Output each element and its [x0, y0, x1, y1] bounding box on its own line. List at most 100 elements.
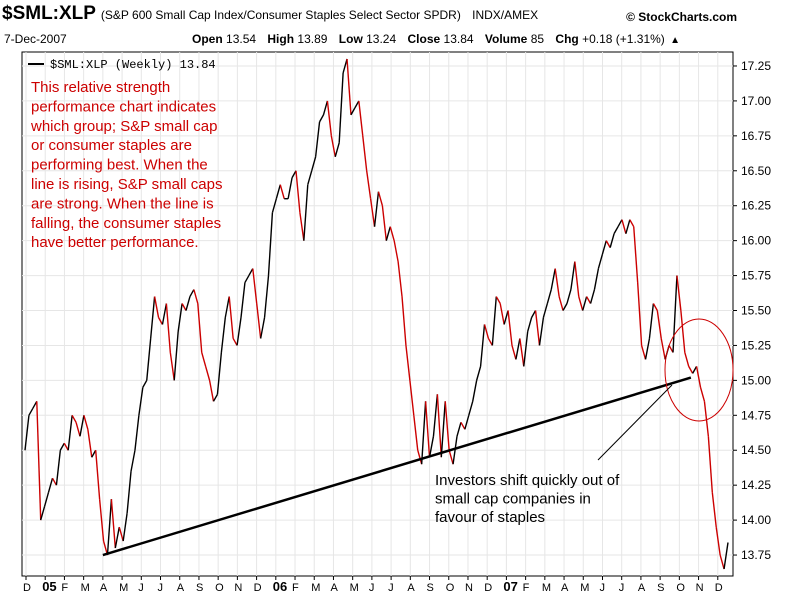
x-tick-label: J	[619, 582, 625, 594]
date-label: 7-Dec-2007	[4, 32, 67, 46]
series-segment	[636, 282, 643, 346]
series-segment	[295, 170, 301, 213]
series-segment	[232, 338, 238, 346]
annotation-callout-line: Investors shift quickly out of	[435, 472, 620, 489]
series-segment	[625, 219, 631, 234]
open-value: 13.54	[226, 32, 257, 46]
series-segment	[346, 58, 352, 115]
close-value: 13.84	[443, 32, 474, 46]
series-segment	[519, 338, 525, 367]
annotation-callout-line: small cap companies in	[435, 491, 591, 508]
volume-value: 85	[530, 32, 545, 46]
series-segment	[703, 401, 710, 437]
series-segment	[652, 303, 658, 311]
series-segment	[189, 289, 195, 297]
x-tick-label: N	[696, 582, 704, 594]
series-segment	[550, 268, 556, 290]
series-segment	[130, 450, 136, 472]
series-segment	[318, 114, 325, 123]
series-segment	[428, 436, 435, 458]
series-segment	[621, 219, 627, 234]
series-segment	[440, 401, 446, 458]
series-segment	[208, 380, 215, 402]
low-value: 13.24	[366, 32, 397, 46]
series-segment	[676, 275, 682, 311]
series-segment	[684, 352, 690, 367]
x-tick-label: D	[23, 582, 31, 594]
series-segment	[719, 554, 725, 570]
series-segment	[197, 303, 203, 353]
series-segment	[640, 345, 647, 360]
series-segment	[146, 338, 152, 381]
series-segment	[432, 394, 439, 437]
series-segment	[342, 58, 348, 74]
y-tick-label: 16.00	[741, 234, 771, 248]
series-segment	[554, 268, 560, 297]
series-segment	[570, 261, 576, 290]
series-segment	[153, 296, 160, 318]
y-tick-label: 14.25	[741, 478, 771, 492]
series-segment	[248, 268, 254, 276]
quote-bar: Open 13.54 High 13.89 Low 13.24 Close 13…	[192, 32, 680, 46]
series-segment	[326, 100, 333, 136]
series-segment	[173, 331, 179, 381]
annotation-note-line: falling, the consumer staples	[31, 215, 221, 232]
x-tick-label: J	[369, 582, 375, 594]
series-segment	[448, 450, 454, 465]
series-segment	[586, 296, 592, 304]
x-tick-label: A	[177, 582, 185, 594]
series-segment	[67, 415, 73, 451]
x-tick-label: F	[523, 582, 530, 594]
series-segment	[275, 184, 281, 199]
series-segment	[177, 303, 183, 332]
series-segment	[181, 303, 187, 311]
series-segment	[715, 526, 721, 556]
series-segment	[566, 289, 572, 304]
series-segment	[464, 415, 470, 430]
series-segment	[303, 184, 309, 241]
series-segment	[216, 352, 223, 395]
x-tick-label: J	[388, 582, 394, 594]
series-segment	[531, 310, 537, 318]
trendline	[102, 376, 692, 557]
x-tick-label: J	[138, 582, 144, 594]
series-segment	[322, 100, 329, 116]
series-segment	[358, 100, 364, 136]
series-segment	[660, 338, 666, 360]
series-segment	[157, 317, 164, 325]
series-segment	[59, 442, 65, 451]
source-label: © StockCharts.com	[626, 10, 737, 24]
series-segment	[259, 317, 266, 339]
series-segment	[424, 401, 431, 458]
series-segment	[63, 442, 69, 451]
series-segment	[542, 303, 549, 318]
x-tick-label: O	[446, 582, 455, 594]
series-segment	[436, 394, 443, 458]
series-segment	[629, 219, 635, 228]
annotation-note-line: This relative strength	[31, 79, 170, 96]
series-segment	[723, 542, 729, 570]
low-label: Low	[338, 32, 363, 46]
series-segment	[83, 415, 89, 430]
x-tick-label: A	[638, 582, 646, 594]
x-tick-label: M	[580, 582, 589, 594]
y-tick-label: 16.50	[741, 164, 771, 178]
series-segment	[413, 415, 419, 451]
legend-label: $SML:XLP (Weekly) 13.84	[50, 58, 216, 72]
annotation-note-line: have better performance.	[31, 234, 199, 251]
series-segment	[695, 366, 702, 388]
series-segment	[377, 191, 384, 206]
series-segment	[169, 352, 175, 381]
series-segment	[87, 429, 93, 458]
series-segment	[507, 310, 513, 346]
series-segment	[515, 338, 521, 360]
x-tick-label: A	[407, 582, 415, 594]
series-segment	[350, 107, 356, 116]
series-segment	[495, 296, 501, 304]
series-segment	[193, 289, 199, 304]
y-tick-label: 15.50	[741, 304, 771, 318]
x-tick-label: M	[81, 582, 90, 594]
x-tick-label: M	[119, 582, 128, 594]
series-segment	[699, 387, 706, 402]
